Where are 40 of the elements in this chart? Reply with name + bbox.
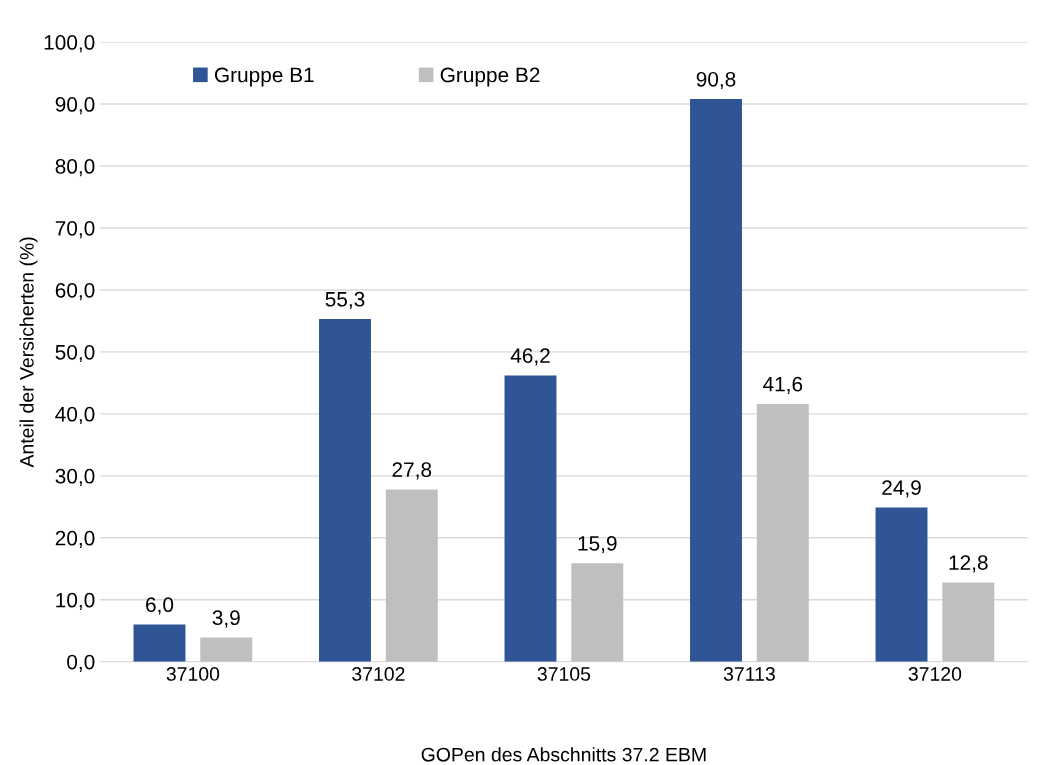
y-tick-label: 90,0 <box>55 97 95 115</box>
bar <box>942 582 995 662</box>
bar <box>200 637 253 662</box>
data-label: 27,8 <box>392 462 432 480</box>
data-label: 46,2 <box>510 348 550 366</box>
y-tick-label: 40,0 <box>55 406 95 425</box>
data-label: 3,9 <box>212 610 240 628</box>
bar <box>571 563 624 662</box>
bar <box>875 507 928 662</box>
data-label: 41,6 <box>762 376 803 394</box>
x-tick-label: 37100 <box>166 667 220 681</box>
x-tick-label: 37102 <box>352 667 405 681</box>
data-label: 12,8 <box>949 555 988 573</box>
data-label: 90,8 <box>696 71 736 90</box>
bar <box>319 319 371 662</box>
bar <box>756 403 809 662</box>
legend-label: Gruppe B1 <box>214 67 314 87</box>
bar <box>504 375 557 662</box>
x-tick-label: 37105 <box>537 667 591 681</box>
x-axis-title: GOPen des Abschnitts 37.2 EBM <box>421 747 706 762</box>
data-label: 55,3 <box>325 291 365 310</box>
data-label: 15,9 <box>578 536 617 554</box>
bar <box>133 624 186 662</box>
y-tick-label: 100,0 <box>44 35 95 53</box>
legend-label: Gruppe B2 <box>440 67 540 87</box>
data-label: 24,9 <box>882 480 921 498</box>
y-tick-label: 60,0 <box>55 282 95 301</box>
y-axis-title: Anteil der Versicherten (%) <box>19 237 38 468</box>
y-tick-label: 70,0 <box>55 220 95 239</box>
bar <box>690 99 742 662</box>
y-tick-label: 10,0 <box>56 592 95 610</box>
y-tick-label: 0,0 <box>67 654 95 672</box>
data-label: 6,0 <box>146 597 174 615</box>
y-tick-label: 20,0 <box>55 530 95 549</box>
y-tick-label: 80,0 <box>55 159 95 177</box>
bar <box>385 489 438 662</box>
x-tick-label: 37113 <box>723 667 775 681</box>
y-tick-label: 30,0 <box>55 468 95 487</box>
y-tick-label: 50,0 <box>55 344 95 363</box>
x-tick-label: 37120 <box>908 667 962 681</box>
